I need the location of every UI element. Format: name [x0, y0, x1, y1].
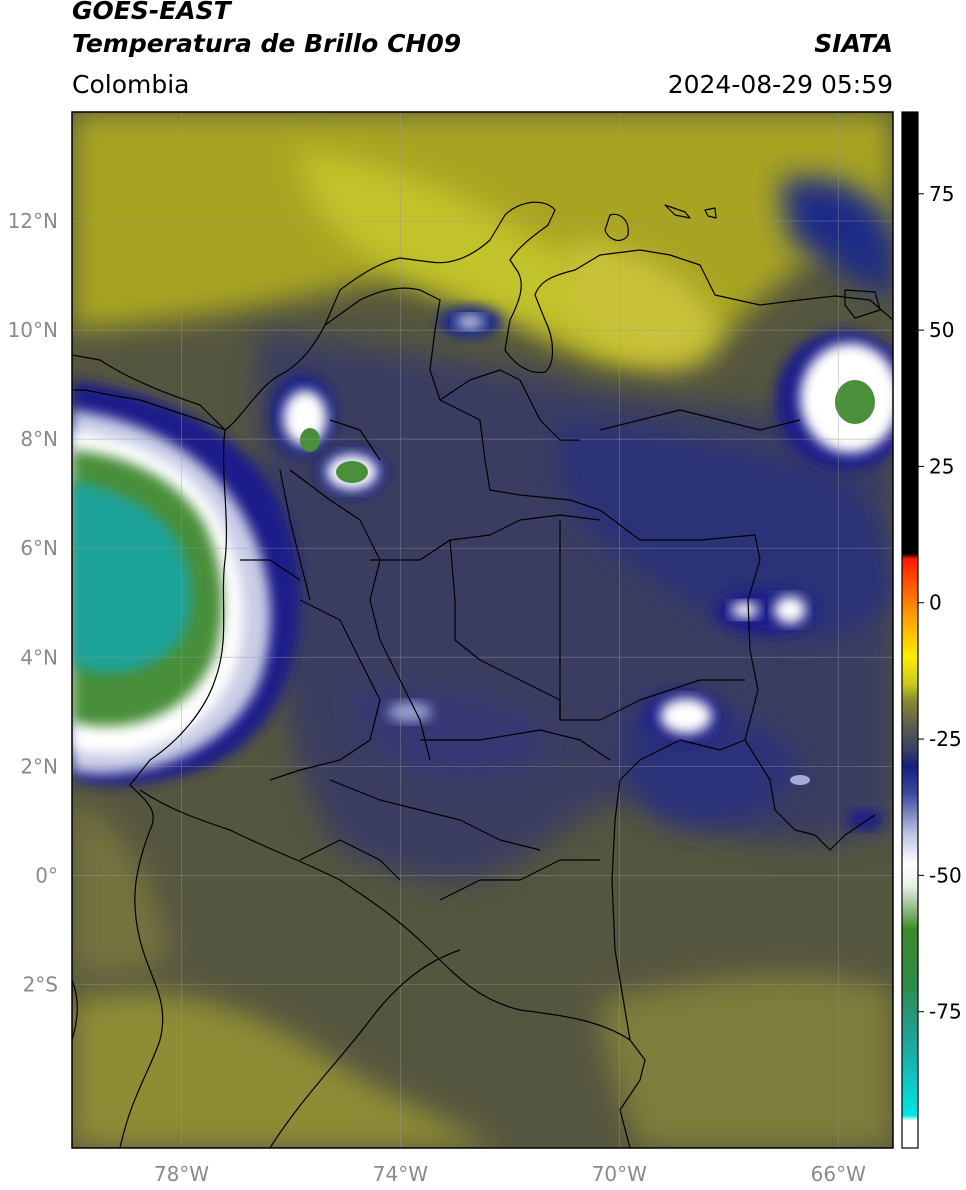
ecuador-coast	[72, 979, 78, 1041]
colorbar-tick-label: -75	[929, 1000, 962, 1024]
aruba	[604, 213, 629, 242]
pacific-coastline	[119, 429, 228, 1148]
longitude-labels: 78°W 74°W 70°W 66°W	[154, 1162, 866, 1186]
dept-12	[329, 419, 381, 461]
colorbar: 75 50 25 0 -25 -50 -75	[901, 111, 962, 1149]
lon-tick-label: 66°W	[811, 1162, 866, 1186]
colorbar-tick-label: 0	[929, 591, 942, 615]
dept-10	[240, 559, 301, 581]
colorbar-tick-label: 75	[929, 182, 954, 206]
dept-7	[329, 779, 541, 851]
venezuela-west	[439, 369, 521, 401]
venezuela-state-1	[519, 379, 580, 441]
satellite-image	[72, 112, 893, 1148]
map-frame	[71, 111, 894, 1149]
datetime-label: 2024-08-29 05:59	[667, 70, 893, 99]
lat-tick-label: 2°N	[20, 754, 58, 778]
lat-tick-label: 6°N	[20, 536, 58, 560]
colorbar-tick-label: 50	[929, 318, 954, 342]
dept-1	[289, 469, 431, 761]
caribbean-coastline	[72, 201, 893, 431]
lon-tick-label: 70°W	[592, 1162, 647, 1186]
lat-tick-label: 12°N	[8, 209, 58, 233]
colorbar-fill	[902, 112, 918, 1148]
graticule	[72, 112, 893, 1148]
peru-border	[269, 949, 461, 1148]
dept-9	[439, 859, 600, 901]
colorbar-tick-label: -50	[929, 863, 962, 887]
dept-8	[299, 839, 401, 881]
lon-tick-label: 78°W	[154, 1162, 209, 1186]
borders	[72, 201, 893, 1148]
lat-tick-label: 0°	[35, 863, 58, 887]
lon-tick-label: 74°W	[373, 1162, 428, 1186]
colorbar-tick-label: -25	[929, 727, 962, 751]
dept-4	[559, 520, 745, 721]
source-label: SIATA	[814, 29, 893, 58]
curacao	[664, 204, 691, 219]
region-label: Colombia	[72, 70, 190, 99]
colorbar-tick-label: 25	[929, 454, 954, 478]
panama-border	[72, 389, 226, 431]
lat-tick-label: 2°S	[23, 972, 58, 996]
colombia-south-border	[139, 789, 646, 1148]
latitude-labels: 12°N 10°N 8°N 6°N 4°N 2°N 0° 2°S	[8, 209, 58, 996]
lat-tick-label: 4°N	[20, 645, 58, 669]
colorbar-frame	[901, 111, 919, 1149]
dept-6	[420, 729, 611, 761]
lat-tick-label: 10°N	[8, 318, 58, 342]
title-satellite: GOES-EAST	[72, 0, 231, 25]
dept-5	[269, 599, 381, 781]
venezuela-state-2	[599, 409, 801, 431]
bonaire	[704, 207, 717, 219]
dept-2	[370, 514, 601, 561]
brazil-border	[611, 739, 746, 1041]
dept-11	[279, 469, 311, 601]
colombia-border	[324, 287, 876, 851]
colorbar-ticks: 75 50 25 0 -25 -50 -75	[918, 182, 962, 1024]
title-product: Temperatura de Brillo CH09	[72, 29, 462, 58]
lat-tick-label: 8°N	[20, 427, 58, 451]
trinidad	[844, 289, 881, 319]
